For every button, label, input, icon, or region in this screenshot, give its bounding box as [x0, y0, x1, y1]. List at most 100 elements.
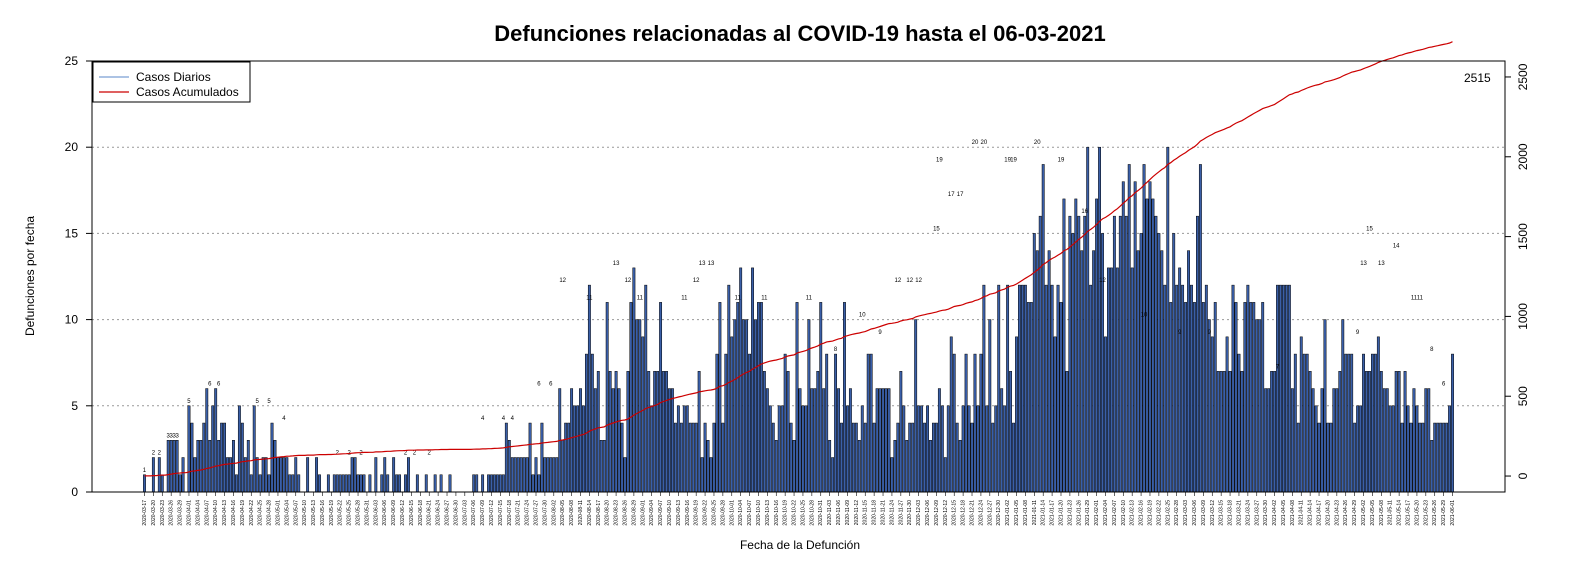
daily-bar — [976, 405, 980, 493]
x-tick-label: 2021-04-23 — [1334, 500, 1340, 526]
daily-bar — [1403, 371, 1407, 493]
daily-bar — [255, 457, 259, 493]
daily-bar — [353, 457, 357, 493]
daily-bar — [160, 474, 164, 493]
right-tick-label: 2000 — [1516, 143, 1530, 170]
bar-value-label: 17 — [957, 192, 964, 198]
daily-bar — [261, 457, 265, 493]
daily-bar — [1184, 302, 1188, 493]
x-tick-label: 2020-10-28 — [809, 500, 815, 526]
daily-bar — [1104, 336, 1107, 493]
daily-bar — [668, 388, 671, 493]
x-tick-label: 2020-11-18 — [872, 500, 878, 525]
daily-bar — [1252, 302, 1256, 493]
daily-bar — [306, 457, 310, 493]
daily-bar — [1442, 422, 1446, 493]
bar-value-label: 19 — [936, 157, 943, 163]
x-tick-label: 2020-06-12 — [400, 500, 406, 526]
daily-bar — [501, 474, 505, 493]
daily-bar — [1038, 215, 1042, 493]
daily-bar — [561, 440, 565, 493]
daily-bar — [439, 474, 443, 493]
x-tick-label: 2020-07-15 — [498, 500, 504, 526]
daily-bar — [1071, 233, 1075, 493]
daily-bar — [1178, 267, 1182, 493]
x-tick-label: 2021-05-14 — [1397, 500, 1403, 526]
x-tick-label: 2020-08-20 — [605, 500, 611, 526]
daily-bar — [282, 457, 286, 493]
bar-value-label: 5 — [256, 399, 260, 405]
daily-bar — [1249, 302, 1253, 493]
x-tick-label: 2020-07-03 — [462, 500, 468, 526]
x-tick-label: 2020-12-12 — [943, 500, 949, 526]
daily-bar — [650, 405, 654, 493]
daily-bar — [246, 440, 250, 493]
daily-bar — [1371, 353, 1374, 493]
daily-bar — [1353, 422, 1357, 493]
daily-bar — [1326, 422, 1330, 493]
daily-bar — [380, 474, 384, 493]
daily-bar — [774, 440, 778, 493]
daily-bar — [1059, 302, 1063, 493]
x-tick-label: 2020-07-27 — [534, 500, 540, 526]
right-tick-label: 500 — [1516, 386, 1530, 406]
x-tick-label: 2020-03-29 — [178, 500, 184, 526]
x-tick-label: 2020-03-20 — [151, 500, 157, 526]
daily-bar — [1157, 233, 1161, 493]
bar-value-label: 11 — [586, 295, 593, 301]
x-tick-label: 2020-07-09 — [480, 500, 486, 526]
bar-value-label: 11 — [1417, 295, 1424, 301]
x-tick-label: 2020-08-05 — [560, 500, 566, 526]
daily-bar — [232, 440, 235, 493]
daily-bar — [196, 440, 200, 493]
daily-bar — [1406, 405, 1410, 493]
bar-value-label: 9 — [1356, 330, 1360, 336]
x-tick-label: 2020-10-01 — [729, 500, 735, 526]
daily-bar — [1193, 302, 1196, 493]
daily-bar — [1083, 215, 1087, 493]
daily-bar — [344, 474, 348, 493]
daily-bar — [952, 353, 956, 493]
x-tick-label: 2021-05-17 — [1406, 500, 1412, 526]
legend-entry-daily: Casos Diarios — [136, 70, 211, 84]
daily-bar — [1273, 371, 1276, 493]
bar-value-label: 11 — [1411, 295, 1418, 301]
daily-bar — [490, 474, 493, 493]
daily-bar — [801, 405, 805, 493]
daily-bar — [359, 474, 363, 493]
x-tick-label: 2020-09-13 — [676, 500, 682, 526]
daily-bar — [632, 267, 636, 493]
x-tick-label: 2021-02-25 — [1165, 500, 1171, 526]
daily-bar — [1323, 319, 1327, 493]
daily-bar — [338, 474, 342, 493]
daily-bar — [1299, 336, 1303, 493]
daily-bar — [1296, 422, 1300, 493]
daily-bar — [1234, 302, 1238, 493]
x-tick-label: 2020-11-24 — [889, 500, 895, 525]
daily-bar — [1388, 405, 1392, 493]
daily-bar — [534, 457, 538, 493]
bar-value-label: 11 — [761, 295, 768, 301]
daily-bar — [961, 405, 965, 493]
daily-bar — [398, 474, 401, 493]
daily-bar — [252, 405, 256, 493]
x-tick-label: 2021-05-26 — [1432, 500, 1438, 526]
daily-bar — [1041, 164, 1045, 493]
daily-bar — [926, 405, 929, 493]
daily-bar — [1448, 405, 1451, 493]
daily-bar — [1006, 284, 1010, 493]
bar-value-label: 19 — [1004, 157, 1011, 163]
daily-bar — [1169, 302, 1173, 493]
daily-bar — [878, 388, 882, 493]
daily-bar — [582, 405, 585, 493]
daily-bar — [415, 474, 419, 493]
bar-value-label: 7 — [1276, 364, 1280, 370]
daily-bar — [1136, 250, 1140, 493]
x-tick-label: 2021-04-29 — [1352, 500, 1358, 526]
daily-bar — [143, 474, 146, 493]
daily-bar — [626, 371, 630, 493]
daily-bar — [1098, 146, 1101, 493]
x-tick-label: 2021-04-26 — [1343, 500, 1349, 526]
x-axis-label: Fecha de la Defunción — [740, 538, 860, 552]
daily-bar — [653, 371, 657, 493]
